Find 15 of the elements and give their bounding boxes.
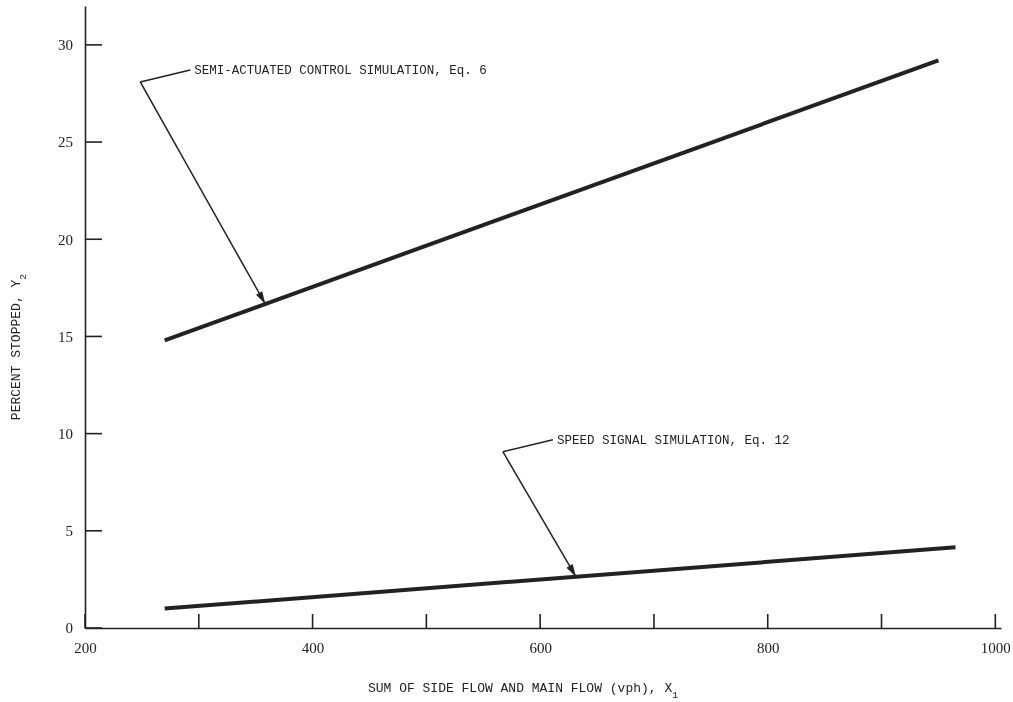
- x-axis-title: SUM OF SIDE FLOW AND MAIN FLOW (vph), X$_{1}$: [367, 681, 679, 701]
- x-tick-label: 800: [756, 639, 780, 656]
- y-tick-label: 0: [65, 620, 73, 637]
- x-tick-label: 600: [529, 639, 552, 656]
- y-tick-label: 30: [58, 37, 73, 54]
- x-tick-label: 1000: [980, 639, 1011, 656]
- y-tick-label: 15: [58, 328, 73, 345]
- annotation: SEMI-ACTUATED CONTROL SIMULATION, Eq. 6: [194, 63, 487, 78]
- annotation: SPEED SIGNAL SIMULATION, Eq. 12: [556, 433, 790, 448]
- x-tick-label: 200: [74, 639, 97, 656]
- y-tick-label: 10: [58, 425, 73, 442]
- x-tick-label: 400: [301, 639, 325, 656]
- y-tick-label: 5: [65, 523, 73, 540]
- y-tick-label: 20: [58, 231, 73, 248]
- y-tick-label: 25: [58, 134, 73, 151]
